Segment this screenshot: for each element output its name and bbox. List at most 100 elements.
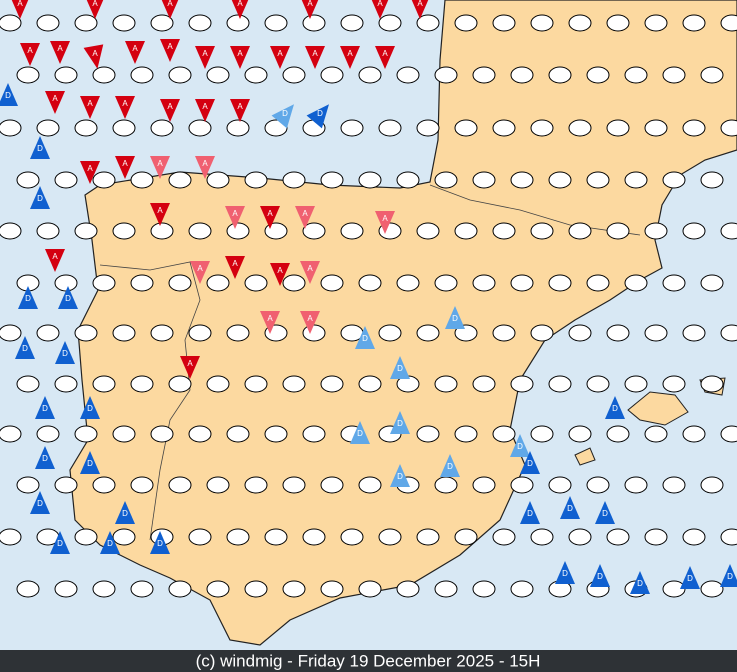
station <box>264 528 288 546</box>
station <box>530 14 554 32</box>
wind-marker: A <box>305 46 325 69</box>
wind-marker: D <box>115 501 135 524</box>
station <box>662 476 686 494</box>
marker-label: A <box>307 0 313 8</box>
wind-marker: A <box>180 356 200 379</box>
marker-label: A <box>277 49 283 58</box>
station <box>302 324 326 342</box>
wind-arrow <box>375 46 395 69</box>
wind-marker: A <box>86 0 104 19</box>
border <box>99 184 641 541</box>
station <box>0 119 22 137</box>
wind-marker: A <box>340 46 360 69</box>
wind-marker: A <box>195 46 215 69</box>
station <box>340 119 364 137</box>
station <box>720 222 737 240</box>
station <box>36 14 60 32</box>
station <box>112 14 136 32</box>
station <box>74 425 98 443</box>
station <box>244 171 268 189</box>
wind-arrow <box>83 44 104 69</box>
station <box>492 119 516 137</box>
wind-arrow <box>340 46 360 69</box>
station <box>150 119 174 137</box>
station <box>340 14 364 32</box>
station <box>606 324 630 342</box>
marker-label: A <box>267 314 273 323</box>
marker-label: D <box>107 539 113 548</box>
station <box>530 324 554 342</box>
wind-arrow <box>58 286 78 309</box>
wind-arrow <box>30 186 50 209</box>
wind-marker: D <box>50 531 70 554</box>
station <box>530 425 554 443</box>
station <box>74 324 98 342</box>
station <box>644 222 668 240</box>
station <box>226 425 250 443</box>
wind-marker: D <box>355 326 375 349</box>
station <box>416 119 440 137</box>
wind-marker: D <box>555 561 575 584</box>
station <box>244 274 268 292</box>
wind-arrow <box>595 501 615 524</box>
station <box>168 476 192 494</box>
station <box>606 528 630 546</box>
station <box>340 222 364 240</box>
wind-marker: A <box>11 0 29 19</box>
wind-arrow <box>195 156 215 179</box>
wind-arrow <box>18 286 38 309</box>
wind-marker: A <box>20 43 40 66</box>
marker-label: D <box>602 509 608 518</box>
wind-arrow <box>411 0 429 19</box>
wind-marker: D <box>440 454 460 477</box>
marker-label: D <box>42 404 48 413</box>
station <box>434 274 458 292</box>
station <box>568 528 592 546</box>
station <box>644 119 668 137</box>
wind-arrow <box>350 421 370 444</box>
station <box>188 324 212 342</box>
marker-label: A <box>202 102 208 111</box>
station <box>130 580 154 598</box>
marker-label: D <box>637 579 643 588</box>
marker-label: D <box>87 459 93 468</box>
marker-label: D <box>687 574 693 583</box>
wind-arrow <box>86 0 104 19</box>
wind-arrow <box>55 341 75 364</box>
wind-marker: A <box>375 46 395 69</box>
station <box>700 274 724 292</box>
station <box>492 14 516 32</box>
station <box>454 425 478 443</box>
wind-arrow <box>630 571 650 594</box>
station <box>206 476 230 494</box>
station <box>416 222 440 240</box>
station <box>16 580 40 598</box>
marker-label: A <box>157 159 163 168</box>
wind-marker: A <box>300 311 320 334</box>
wind-arrow <box>30 136 50 159</box>
wind-marker: D <box>15 336 35 359</box>
marker-label: A <box>237 0 243 8</box>
wind-marker: A <box>115 156 135 179</box>
wind-marker: D <box>306 104 329 129</box>
wind-marker: D <box>55 341 75 364</box>
marker-label: D <box>727 572 733 581</box>
station <box>168 66 192 84</box>
station <box>188 119 212 137</box>
station <box>264 119 288 137</box>
wind-arrow <box>115 501 135 524</box>
station <box>188 528 212 546</box>
marker-label: D <box>397 364 403 373</box>
station <box>206 274 230 292</box>
wind-arrow <box>260 206 280 229</box>
station <box>92 171 116 189</box>
station <box>36 222 60 240</box>
marker-label: A <box>307 264 313 273</box>
station <box>472 274 496 292</box>
station <box>396 66 420 84</box>
station <box>586 476 610 494</box>
wind-arrow <box>390 411 410 434</box>
station <box>302 222 326 240</box>
marker-label: A <box>122 99 128 108</box>
